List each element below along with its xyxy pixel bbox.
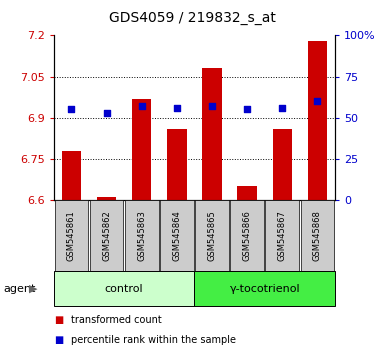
Point (174, 105, 180, 111)
Text: agent: agent (4, 284, 36, 293)
Text: GSM545866: GSM545866 (243, 210, 252, 261)
Bar (167, 129, 186, 200)
Text: GSM545864: GSM545864 (172, 210, 181, 261)
Text: GSM545863: GSM545863 (137, 210, 146, 261)
Point (314, 98, 320, 104)
Text: GSM545868: GSM545868 (313, 210, 322, 261)
Text: GSM545865: GSM545865 (208, 210, 216, 261)
Text: GSM545867: GSM545867 (278, 210, 287, 261)
Text: γ-tocotrienol: γ-tocotrienol (229, 284, 300, 293)
Bar (62, 150, 81, 200)
Text: GSM545861: GSM545861 (67, 210, 76, 261)
Bar (308, 41, 327, 200)
Point (139, 103, 145, 109)
Point (209, 103, 215, 109)
Bar (97, 197, 116, 200)
Point (244, 107, 250, 112)
Bar (273, 129, 292, 200)
Point (69, 107, 75, 112)
Text: ■: ■ (54, 315, 63, 325)
Text: GSM545862: GSM545862 (102, 210, 111, 261)
Text: control: control (105, 284, 144, 293)
Point (279, 105, 285, 111)
Text: ■: ■ (54, 335, 63, 345)
Bar (132, 98, 151, 200)
Bar (203, 68, 222, 200)
Point (104, 110, 110, 116)
Text: GDS4059 / 219832_s_at: GDS4059 / 219832_s_at (109, 11, 276, 25)
Bar (238, 186, 257, 200)
Text: ▶: ▶ (28, 284, 37, 293)
Text: transformed count: transformed count (71, 315, 162, 325)
Text: percentile rank within the sample: percentile rank within the sample (71, 335, 236, 345)
